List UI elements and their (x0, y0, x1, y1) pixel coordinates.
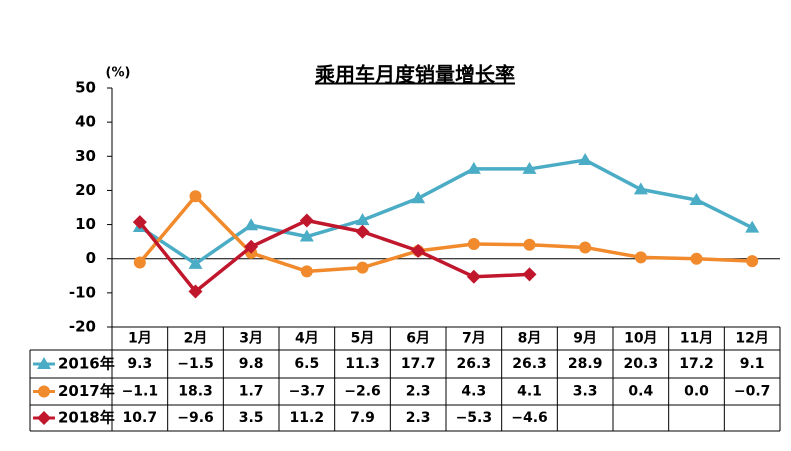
marker (188, 256, 203, 269)
y-tick-label: -20 (69, 318, 96, 336)
table-value: 4.1 (517, 384, 542, 400)
x-tick-label: 6月 (406, 331, 430, 347)
table-value: 0.4 (628, 384, 653, 400)
x-tick-label: 1月 (128, 331, 152, 347)
table-value: 7.9 (350, 410, 375, 426)
x-tick-label: 2月 (184, 331, 208, 347)
table-value: −4.6 (511, 410, 548, 426)
y-tick-label: 20 (75, 181, 96, 199)
marker (133, 256, 146, 269)
table-value: 28.9 (568, 356, 603, 372)
table-value: 9.1 (740, 356, 765, 372)
table-value: 3.3 (573, 384, 598, 400)
table-value: 9.8 (239, 356, 264, 372)
series-line (138, 158, 753, 266)
legend-label: 2017年 (58, 382, 115, 400)
y-tick-label: 40 (75, 113, 96, 131)
marker (411, 191, 426, 204)
table-value: 26.3 (457, 356, 492, 372)
table-value: −2.6 (344, 384, 381, 400)
table-value: −1.1 (122, 384, 159, 400)
table-value: 10.7 (123, 410, 158, 426)
series-line (138, 194, 753, 274)
marker (37, 357, 51, 369)
table-value: 3.5 (239, 410, 264, 426)
table-value: 26.3 (512, 356, 547, 372)
table-value: −5.3 (456, 410, 493, 426)
marker (244, 218, 259, 231)
table-value: 4.3 (461, 384, 486, 400)
marker (188, 284, 203, 299)
marker (578, 153, 593, 166)
table-value: 9.3 (127, 356, 152, 372)
x-tick-label: 12月 (735, 331, 768, 347)
y-axis-label: (%) (106, 66, 131, 81)
marker (355, 213, 370, 226)
x-tick-label: 7月 (462, 331, 486, 347)
table-value: −3.7 (289, 384, 326, 400)
series-line (138, 218, 530, 294)
table-value: −9.6 (177, 410, 214, 426)
y-tick-label: 50 (75, 79, 96, 97)
table-value: 11.3 (345, 356, 380, 372)
table-value: 1.7 (239, 384, 264, 400)
x-tick-label: 10月 (624, 331, 657, 347)
marker (522, 267, 537, 282)
marker (38, 385, 50, 398)
legend-label: 2018年 (58, 409, 115, 427)
y-tick-label: 0 (86, 249, 96, 267)
marker (745, 220, 760, 233)
chart-title: 乘用车月度销量增长率 (314, 63, 515, 87)
marker (37, 411, 51, 425)
marker (355, 224, 370, 239)
x-tick-label: 4月 (295, 331, 319, 347)
marker (689, 192, 704, 205)
marker (466, 161, 481, 174)
legend-label: 2016年 (58, 355, 115, 373)
marker (189, 190, 202, 203)
marker (467, 238, 480, 251)
x-tick-label: 3月 (239, 331, 263, 347)
marker (356, 261, 369, 274)
table-value: −1.5 (177, 356, 214, 372)
marker (299, 213, 314, 228)
marker (746, 255, 759, 268)
marker (690, 252, 703, 265)
marker (523, 238, 536, 251)
table-value: 2.3 (406, 410, 431, 426)
marker (300, 265, 313, 278)
table-value: 6.5 (294, 356, 319, 372)
marker (299, 229, 314, 242)
marker (132, 215, 147, 230)
marker (633, 182, 648, 195)
y-tick-label: -10 (69, 283, 96, 301)
x-tick-label: 9月 (573, 331, 597, 347)
marker (579, 241, 592, 254)
marker (522, 161, 537, 174)
marker (244, 239, 259, 254)
marker (634, 251, 647, 264)
table-value: 2.3 (406, 384, 431, 400)
x-tick-label: 5月 (351, 331, 375, 347)
table-value: 17.2 (679, 356, 714, 372)
table-value: 11.2 (290, 410, 325, 426)
x-tick-label: 8月 (518, 331, 542, 347)
table-value: 0.0 (684, 384, 709, 400)
table-value: 18.3 (178, 384, 213, 400)
marker (411, 243, 426, 258)
table-value: 20.3 (624, 356, 659, 372)
table-value: 17.7 (401, 356, 436, 372)
y-tick-label: 10 (75, 215, 96, 233)
x-tick-label: 11月 (680, 331, 713, 347)
marker (466, 269, 481, 284)
table-value: −0.7 (734, 384, 771, 400)
y-tick-label: 30 (75, 147, 96, 165)
